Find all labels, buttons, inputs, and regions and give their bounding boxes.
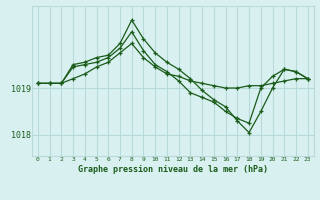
X-axis label: Graphe pression niveau de la mer (hPa): Graphe pression niveau de la mer (hPa) — [78, 165, 268, 174]
